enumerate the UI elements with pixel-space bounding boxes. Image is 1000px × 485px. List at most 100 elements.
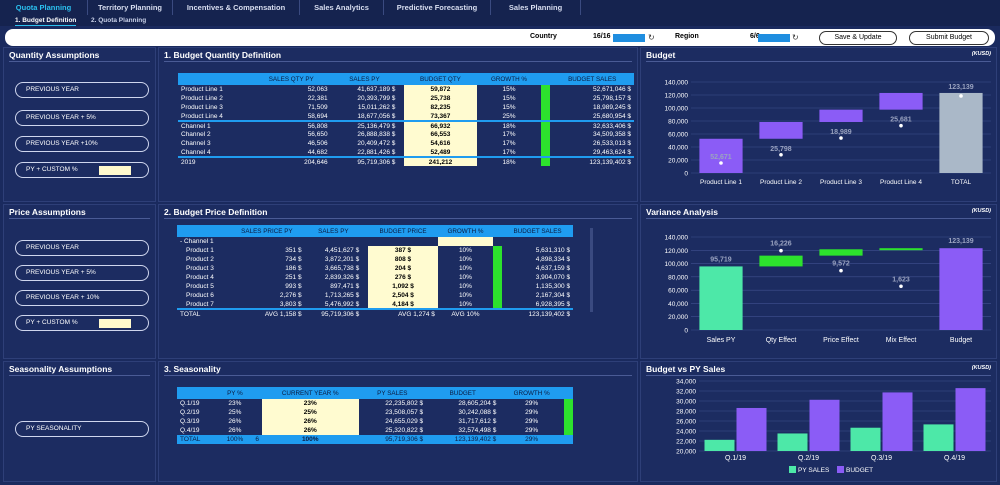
legend-swatch	[837, 466, 844, 473]
table-cell: 73,367	[404, 112, 477, 121]
cell-gap	[252, 408, 262, 417]
table-cell: 10%	[458, 292, 472, 299]
table-cell: 808 $	[368, 255, 438, 264]
country-reset-icon[interactable]: ↻	[648, 33, 655, 42]
qty-custom-input[interactable]	[99, 166, 131, 175]
tab-territory-planning[interactable]: Territory Planning	[88, 0, 173, 15]
table-cell: 29%	[525, 418, 539, 425]
x-tick-label: Product Line 3	[820, 179, 862, 186]
y-tick-label: 26,000	[676, 419, 696, 426]
region-reset-icon[interactable]: ↻	[792, 33, 799, 42]
table-cell: 26,888,838 $	[357, 131, 396, 138]
table-row: Q.1/19 23% 23% 22,235,802 $ 28,605,204 $ 29%	[177, 399, 573, 408]
y-tick-label: 0	[684, 171, 688, 178]
variance-chart-title: Variance Analysis	[646, 207, 718, 217]
table-cell: 3,872,201 $	[324, 256, 360, 263]
region-slicer[interactable]	[758, 34, 790, 42]
data-label: 1,623	[892, 276, 910, 283]
qty-option-previous-year[interactable]: PREVIOUS YEAR	[15, 82, 149, 98]
x-tick-label: Price Effect	[823, 337, 859, 344]
table-cell: 32,633,406 $	[550, 120, 634, 130]
growth-indicator	[564, 426, 573, 435]
row-label: TOTAL	[177, 308, 230, 318]
save-update-button[interactable]: Save & Update	[819, 31, 897, 45]
growth-indicator	[493, 308, 503, 318]
table-cell: 29%	[525, 409, 539, 416]
row-label: Channel 4	[181, 148, 211, 156]
table-cell: AVG 1,274 $	[368, 308, 438, 318]
total-row: TOTAL 100% 6 100% 95,719,306 $ 123,139,402 $ 2…	[177, 435, 573, 444]
growth-indicator	[493, 300, 503, 309]
table-cell: 26,533,013 $	[593, 140, 631, 147]
header-gap	[541, 73, 551, 85]
budget-quantity-panel: 1. Budget Quantity Definition SALES QTY …	[158, 47, 638, 202]
tab-sales-planning[interactable]: Sales Planning	[491, 0, 581, 15]
table-cell: 4,898,334 $	[535, 256, 571, 263]
tab-sales-analytics[interactable]: Sales Analytics	[300, 0, 384, 15]
row-label: TOTAL	[180, 436, 201, 443]
group-row[interactable]: - Channel 1	[177, 237, 581, 246]
submit-budget-button[interactable]: Submit Budget	[909, 31, 989, 45]
table-cell: 59,872	[404, 85, 477, 94]
table-cell: 276 $	[368, 273, 438, 282]
y-tick-label: 140,000	[665, 80, 689, 87]
scrollbar[interactable]	[590, 228, 593, 312]
table-cell: 897,471 $	[330, 283, 360, 290]
cell-gap	[398, 120, 405, 130]
tab-quota-planning[interactable]: Quota Planning	[0, 0, 88, 15]
table-cell: 26%	[228, 418, 242, 425]
seasonality-option-py[interactable]: PY SEASONALITY	[15, 421, 149, 437]
tab-predictive-forecasting[interactable]: Predictive Forecasting	[384, 0, 491, 15]
subtab-budget-definition[interactable]: 1. Budget Definition	[15, 17, 77, 26]
table-cell: 22,235,802 $	[385, 400, 424, 407]
bar	[955, 388, 986, 451]
table-cell	[502, 237, 573, 246]
price-custom-input[interactable]	[99, 319, 131, 328]
row-label: Q.3/19	[180, 418, 200, 425]
data-marker	[719, 161, 723, 165]
top-navigation: Quota Planning Territory Planning Incent…	[0, 0, 1000, 26]
growth-indicator	[541, 103, 551, 112]
price-option-py-custom[interactable]: PY + CUSTOM %	[15, 315, 149, 331]
price-option-py-plus-10[interactable]: PREVIOUS YEAR + 10%	[15, 290, 149, 306]
table-cell: 29%	[525, 400, 539, 407]
total-marker: 6	[255, 436, 259, 443]
price-option-previous-year[interactable]: PREVIOUS YEAR	[15, 240, 149, 256]
column-header: BUDGET PRICE	[368, 225, 438, 237]
cell-gap	[252, 417, 262, 426]
row-label: Product 1	[186, 247, 214, 254]
data-label: 52,671	[710, 154, 732, 161]
seasonality-panel: 3. Seasonality PY % CURRENT YEAR % PY SALE…	[158, 361, 638, 482]
country-slicer[interactable]	[613, 34, 645, 42]
table-cell: 41,637,189 $	[357, 86, 396, 93]
table-row: Product 2 734 $ 3,872,201 $ 808 $ 10% 4,898,3…	[177, 255, 581, 264]
bar	[736, 407, 767, 451]
subtab-quota-planning[interactable]: 2. Quota Planning	[91, 17, 147, 24]
price-option-py-plus-5[interactable]: PREVIOUS YEAR + 5%	[15, 265, 149, 281]
table-cell: 17%	[502, 140, 516, 147]
table-row: TOTAL AVG 1,158 $95,719,306 $ AVG 1,274 $ A…	[177, 308, 581, 318]
column-header: GROWTH %	[437, 225, 494, 237]
seasonality-title: 3. Seasonality	[164, 364, 221, 374]
growth-indicator	[493, 291, 503, 300]
qty-option-py-plus-10[interactable]: PREVIOUS YEAR +10%	[15, 136, 149, 152]
table-row: 2019 204,646 95,719,306 $ 241,212 18% 123,139…	[178, 156, 634, 166]
qty-option-py-custom[interactable]: PY + CUSTOM %	[15, 162, 149, 178]
budget-price-table: SALES PRICE PY SALES PY BUDGET PRICE GROWTH…	[177, 225, 581, 318]
budget-vs-py-title: Budget vs PY Sales	[646, 364, 726, 374]
qty-option-py-plus-5[interactable]: PREVIOUS YEAR + 5%	[15, 110, 149, 126]
legend-label: PY SALES	[798, 467, 830, 474]
y-tick-label: 22,000	[676, 439, 696, 446]
data-marker	[839, 136, 843, 140]
tab-incentives-compensation[interactable]: Incentives & Compensation	[173, 0, 300, 15]
seasonality-assumptions-panel: Seasonality Assumptions PY SEASONALITY	[3, 361, 156, 482]
table-row: Channel 3 46,506 20,409,472 $ 54,616 17% 26,5…	[178, 139, 634, 148]
row-label: Product Line 4	[181, 112, 223, 120]
table-cell: 4,451,627 $	[324, 247, 360, 254]
table-cell: 26%	[261, 426, 359, 435]
growth-indicator	[541, 139, 551, 148]
table-cell: 186 $	[285, 265, 302, 272]
table-cell: 2,504 $	[368, 291, 438, 300]
y-tick-label: 120,000	[665, 248, 689, 255]
row-label: 2019	[178, 156, 252, 166]
